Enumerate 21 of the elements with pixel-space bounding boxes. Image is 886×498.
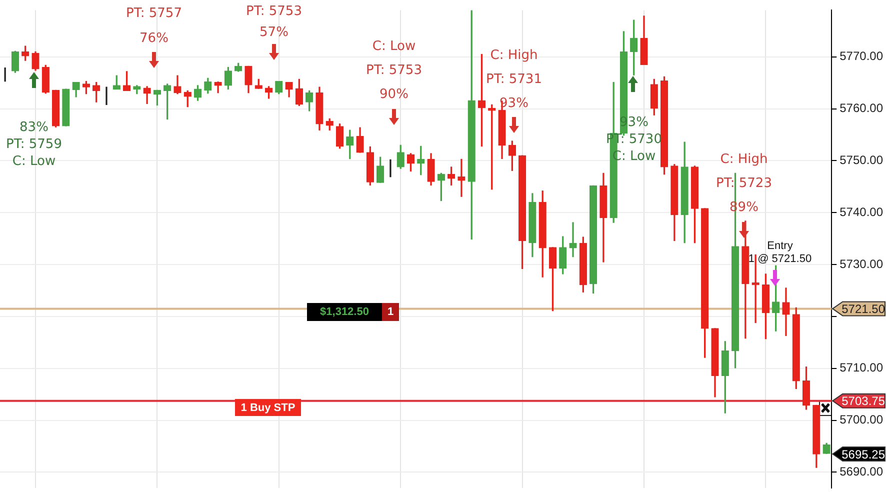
- candlestick: [458, 158, 466, 197]
- y-tick-label: 5730.00: [840, 256, 884, 271]
- annotation: PT: 5757 76%: [126, 5, 182, 48]
- y-tick-label: 5770.00: [840, 49, 884, 64]
- text: 5695.25: [842, 447, 886, 462]
- annotation: $1,312.50: [307, 303, 382, 321]
- annotation: PT: 5753 57%: [246, 3, 302, 42]
- annotation: Entry 1 @ 5721.50: [748, 240, 812, 266]
- annotation: 1: [382, 303, 399, 321]
- ref-line-label: 5721.50: [842, 302, 886, 316]
- y-tick-label: 5760.00: [840, 101, 884, 116]
- y-tick-label: 5710.00: [840, 360, 884, 375]
- y-tick-label: 5700.00: [840, 412, 884, 427]
- annotation: C: Low PT: 5753 90%: [366, 38, 422, 104]
- candlestick: [569, 222, 577, 258]
- y-tick-label: 5740.00: [840, 204, 884, 219]
- annotation: 83% PT: 5759 C: Low: [6, 119, 62, 170]
- y-tick-label: 5690.00: [840, 464, 884, 479]
- y-tick-label: 5750.00: [840, 153, 884, 168]
- annotation: 1 Buy STP: [235, 399, 301, 416]
- ref-line-label: 5703.75: [842, 394, 886, 408]
